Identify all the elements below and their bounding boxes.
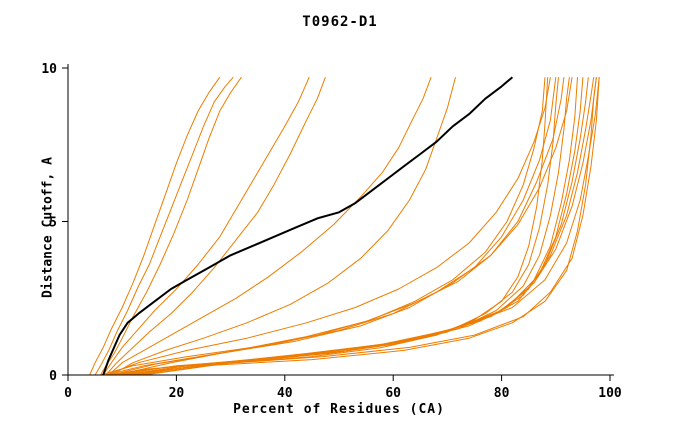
- series-model-16: [143, 77, 600, 376]
- series-model-04: [102, 76, 310, 376]
- series-model-03: [100, 76, 242, 376]
- series-model-11: [122, 77, 578, 376]
- x-tick-label: 0: [64, 386, 72, 401]
- series-model-05: [105, 77, 326, 376]
- x-tick-label: 20: [169, 386, 185, 401]
- series-model-02: [94, 76, 234, 376]
- series-model-07: [111, 77, 456, 376]
- series-model-15: [138, 77, 597, 376]
- series-model-06: [108, 77, 432, 376]
- series-model-20: [116, 77, 597, 376]
- series-model-23: [116, 77, 573, 376]
- series-model-01: [89, 76, 221, 376]
- series-model-14: [132, 77, 595, 376]
- x-tick-label: 40: [277, 386, 293, 401]
- series-model-21: [122, 77, 600, 376]
- y-tick-label: 0: [49, 369, 57, 384]
- series-model-17: [100, 77, 546, 376]
- y-tick-label: 10: [41, 62, 57, 77]
- series-model-13: [127, 77, 589, 376]
- x-tick-label: 80: [494, 386, 510, 401]
- x-axis-label: Percent of Residues (CA): [233, 402, 445, 417]
- series-reference: [102, 76, 514, 376]
- chart-title: T0962-D1: [302, 14, 378, 30]
- series-model-22: [105, 77, 551, 376]
- series-model-08: [105, 77, 549, 376]
- x-tick-label: 60: [385, 386, 401, 401]
- y-tick-label: 5: [49, 216, 57, 231]
- x-tick-label: 100: [598, 386, 622, 401]
